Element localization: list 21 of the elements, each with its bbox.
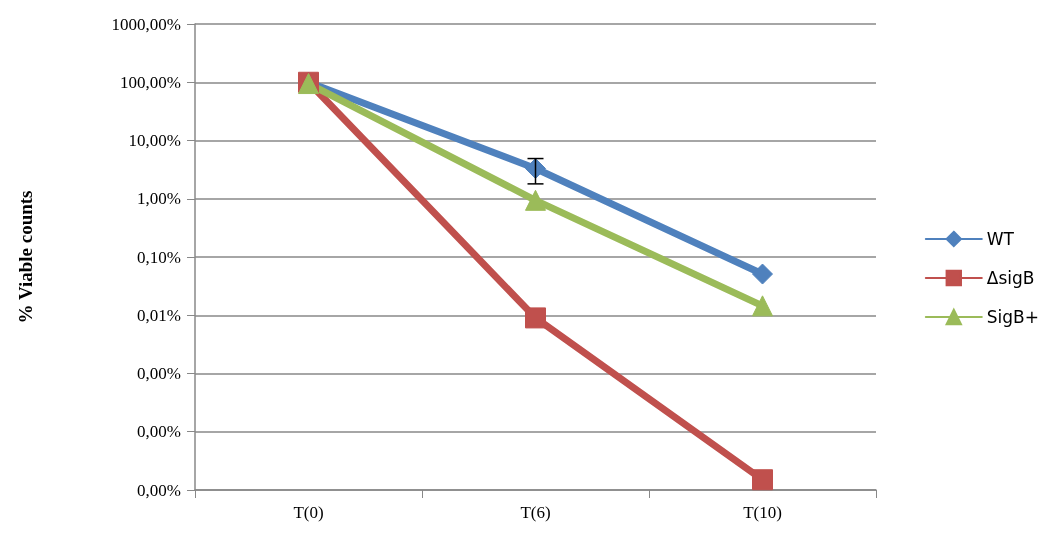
legend-label: SigB+ bbox=[986, 307, 1040, 327]
x-tick-label: T(6) bbox=[520, 503, 551, 522]
point bbox=[752, 295, 773, 317]
point bbox=[752, 263, 773, 285]
y-tick-label: 100,00% bbox=[120, 72, 181, 92]
y-tick-label: 1,00% bbox=[137, 189, 181, 209]
y-tick-label: 0,10% bbox=[137, 247, 181, 267]
y-tick-label: 1000,00% bbox=[111, 14, 181, 34]
point bbox=[752, 469, 773, 491]
point bbox=[525, 307, 546, 329]
y-tick-label: 0,00% bbox=[137, 364, 181, 383]
y-tick-label: 0,00% bbox=[137, 422, 181, 442]
legend-label: WT bbox=[986, 229, 1015, 249]
y-tick-label: 0,01% bbox=[137, 305, 181, 325]
y-axis-title: % Viable counts bbox=[15, 190, 36, 324]
y-tick-label: 0,00% bbox=[137, 480, 181, 500]
y-tick-label: 10,00% bbox=[128, 131, 181, 150]
x-tick-label: T(10) bbox=[743, 503, 782, 522]
legend-label: ΔsigB bbox=[986, 268, 1035, 288]
point bbox=[525, 189, 546, 211]
x-tick-label: T(0) bbox=[293, 503, 324, 522]
